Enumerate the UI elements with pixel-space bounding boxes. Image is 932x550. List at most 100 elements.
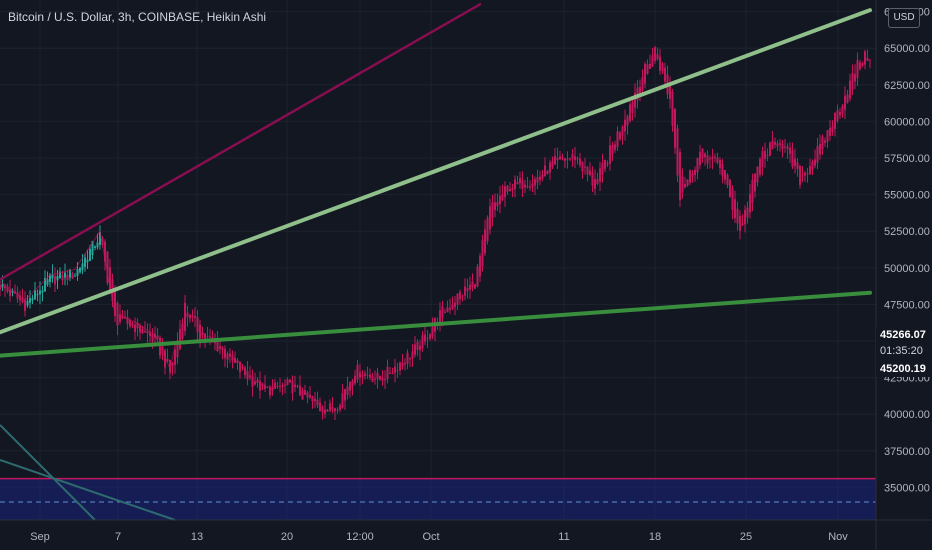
candle-body bbox=[459, 292, 461, 300]
y-tick-label: 60000.00 bbox=[884, 116, 930, 128]
y-tick-label: 62500.00 bbox=[884, 80, 930, 92]
candle-body bbox=[869, 59, 871, 61]
candle-body bbox=[229, 353, 231, 357]
candle-body bbox=[409, 358, 411, 360]
candle-body bbox=[601, 163, 604, 175]
candle-body bbox=[534, 179, 536, 186]
candle-body bbox=[741, 223, 744, 226]
candle-body bbox=[241, 366, 244, 368]
chart-title-text: Bitcoin / U.S. Dollar, 3h, COINBASE, Hei… bbox=[8, 10, 267, 24]
candle-body bbox=[226, 353, 229, 360]
candle-body bbox=[359, 372, 361, 378]
chart-title: Bitcoin / U.S. Dollar, 3h, COINBASE, Hei… bbox=[8, 10, 266, 24]
candle-body bbox=[181, 323, 184, 339]
y-tick-label: 65000.00 bbox=[884, 43, 930, 55]
candle-body bbox=[706, 155, 709, 164]
candle-body bbox=[146, 331, 149, 334]
candle-body bbox=[619, 132, 621, 140]
candle-body bbox=[24, 300, 26, 311]
candle-body bbox=[739, 216, 741, 231]
candle-body bbox=[506, 185, 509, 192]
candle-body bbox=[34, 289, 36, 300]
candle-body bbox=[296, 385, 299, 387]
candle-body bbox=[446, 307, 449, 312]
candle-body bbox=[829, 127, 831, 136]
candle-body bbox=[131, 323, 134, 326]
candle-body bbox=[441, 306, 444, 318]
candle-body bbox=[71, 273, 74, 279]
y-tick-label: 52500.00 bbox=[884, 226, 930, 238]
candle-body bbox=[476, 266, 479, 287]
candle-body bbox=[781, 143, 784, 150]
candle-body bbox=[166, 358, 169, 362]
candle-body bbox=[66, 275, 69, 280]
candle-body bbox=[586, 166, 589, 175]
candle-body bbox=[284, 384, 286, 386]
candle-body bbox=[541, 174, 544, 179]
candle-body bbox=[109, 267, 111, 292]
candle-body bbox=[529, 186, 531, 188]
moving-average-line bbox=[0, 229, 176, 371]
candle-body bbox=[339, 405, 341, 410]
candle-body bbox=[614, 144, 616, 150]
candle-body bbox=[374, 378, 376, 380]
candle-body bbox=[44, 278, 46, 292]
candle-body bbox=[86, 259, 89, 263]
candle-body bbox=[646, 64, 649, 74]
candle-body bbox=[84, 257, 86, 267]
candle-body bbox=[621, 126, 624, 136]
candle-body bbox=[521, 180, 524, 189]
candle-body bbox=[361, 375, 364, 377]
candle-body bbox=[844, 95, 846, 110]
candle-body bbox=[334, 408, 336, 412]
candle-body bbox=[671, 91, 674, 126]
candle-body bbox=[401, 362, 404, 367]
candle-body bbox=[591, 172, 594, 186]
candle-body bbox=[74, 275, 76, 277]
candle-body bbox=[161, 346, 164, 354]
candle-body bbox=[536, 177, 539, 183]
candle-body bbox=[606, 162, 609, 165]
candle-body bbox=[579, 158, 581, 166]
candle-body bbox=[804, 172, 806, 176]
candle-body bbox=[854, 74, 856, 82]
candle-body bbox=[169, 359, 171, 373]
candle-body bbox=[456, 293, 459, 305]
candle-body bbox=[501, 194, 504, 200]
candle-body bbox=[509, 188, 511, 192]
candle-body bbox=[471, 281, 474, 288]
candle-body bbox=[849, 80, 851, 99]
candle-body bbox=[724, 170, 726, 180]
candle-body bbox=[684, 184, 686, 188]
candle-body bbox=[836, 110, 839, 122]
candle-body bbox=[656, 54, 659, 60]
candle-body bbox=[599, 168, 601, 182]
candle-body bbox=[384, 379, 386, 381]
candle-body bbox=[206, 336, 209, 338]
candle-body bbox=[289, 379, 291, 383]
candle-body bbox=[6, 287, 9, 292]
candle-body bbox=[549, 162, 551, 173]
currency-button[interactable]: USD bbox=[888, 8, 920, 28]
candle-body bbox=[201, 331, 204, 336]
candle-body bbox=[176, 340, 179, 358]
candle-body bbox=[224, 348, 226, 359]
candle-body bbox=[304, 390, 306, 395]
candle-body bbox=[244, 367, 246, 375]
candle-body bbox=[561, 157, 564, 160]
candle-body bbox=[64, 272, 66, 278]
candle-body bbox=[386, 366, 389, 380]
candle-body bbox=[106, 251, 109, 283]
candle-body bbox=[151, 334, 154, 341]
candle-body bbox=[311, 396, 314, 402]
candle-body bbox=[129, 320, 131, 327]
candle-body bbox=[0, 285, 1, 290]
candle-body bbox=[841, 105, 844, 114]
candle-body bbox=[551, 161, 554, 168]
candle-body bbox=[299, 385, 301, 396]
candle-body bbox=[554, 156, 556, 165]
candle-body bbox=[256, 379, 259, 383]
upper-channel-line bbox=[0, 3, 482, 281]
candle-body bbox=[639, 86, 641, 94]
